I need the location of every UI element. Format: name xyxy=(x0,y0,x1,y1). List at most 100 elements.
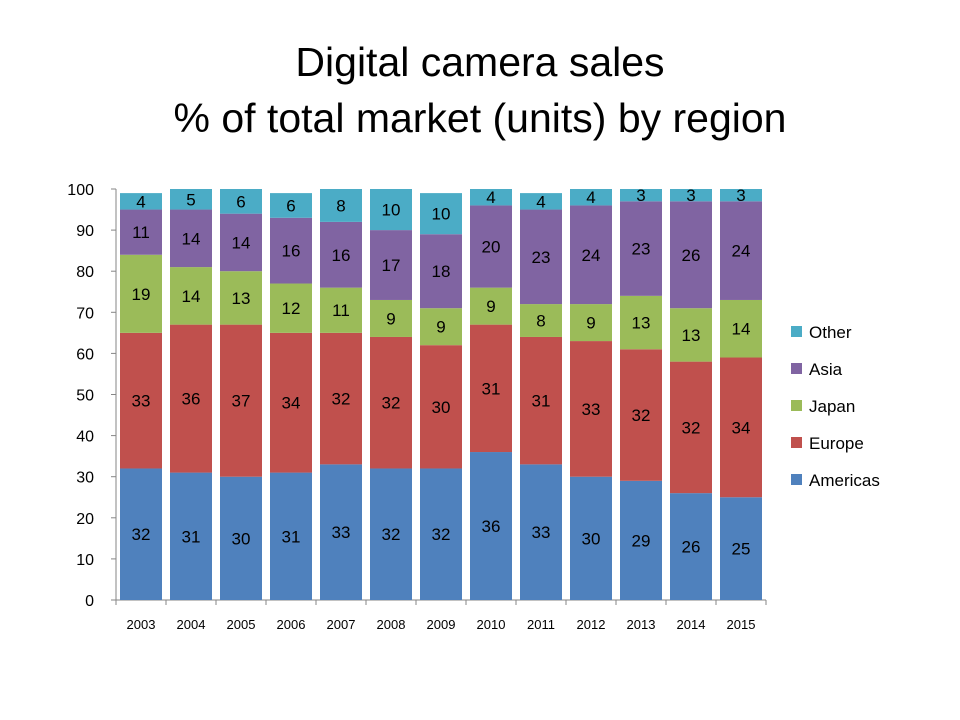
data-label-europe-2010: 31 xyxy=(482,379,501,398)
data-label-europe-2006: 34 xyxy=(282,394,301,413)
bar-segment-americas-2009 xyxy=(420,468,462,600)
bar-segment-americas-2006 xyxy=(270,472,312,600)
bar-segment-asia-2010 xyxy=(470,205,512,288)
legend-swatch-americas xyxy=(791,474,802,485)
bar-segment-americas-2007 xyxy=(320,464,362,600)
bar-segment-other-2008 xyxy=(370,189,412,231)
data-label-asia-2007: 16 xyxy=(332,246,351,265)
y-tick-label: 20 xyxy=(76,511,94,528)
y-tick-label: 0 xyxy=(85,593,94,610)
chart-title-line-2: % of total market (units) by region xyxy=(173,95,787,141)
legend-swatch-other xyxy=(791,326,802,337)
bar-segment-americas-2011 xyxy=(520,464,562,600)
data-label-asia-2015: 24 xyxy=(732,242,751,261)
data-label-americas-2015: 25 xyxy=(732,540,751,559)
data-label-europe-2012: 33 xyxy=(582,400,601,419)
data-label-europe-2008: 32 xyxy=(382,394,401,413)
bar-segment-europe-2015 xyxy=(720,357,762,498)
data-label-asia-2009: 18 xyxy=(432,262,451,281)
data-label-other-2008: 10 xyxy=(382,201,401,220)
data-label-other-2011: 4 xyxy=(536,192,545,211)
bar-segment-other-2006 xyxy=(270,193,312,218)
data-label-americas-2005: 30 xyxy=(232,529,251,548)
legend-label-japan: Japan xyxy=(809,397,855,416)
data-label-americas-2011: 33 xyxy=(532,523,551,542)
bar-segment-other-2007 xyxy=(320,189,362,222)
y-tick-label: 40 xyxy=(76,429,94,446)
bar-segment-other-2009 xyxy=(420,193,462,235)
bar-segment-japan-2005 xyxy=(220,271,262,325)
data-label-other-2009: 10 xyxy=(432,205,451,224)
data-label-asia-2008: 17 xyxy=(382,256,401,275)
data-label-europe-2011: 31 xyxy=(532,392,551,411)
data-label-europe-2014: 32 xyxy=(682,418,701,437)
data-label-other-2013: 3 xyxy=(636,186,645,205)
x-tick-label: 2010 xyxy=(477,617,506,632)
bar-segment-japan-2004 xyxy=(170,267,212,325)
bar-segment-americas-2014 xyxy=(670,493,712,600)
data-label-europe-2003: 33 xyxy=(132,392,151,411)
x-tick-label: 2005 xyxy=(227,617,256,632)
data-label-asia-2005: 14 xyxy=(232,233,251,252)
chart-title: Digital camera sales % of total market (… xyxy=(0,34,960,146)
x-tick-label: 2012 xyxy=(577,617,606,632)
y-tick-label: 50 xyxy=(76,388,94,405)
bar-segment-japan-2007 xyxy=(320,287,362,333)
bar-segment-japan-2015 xyxy=(720,299,762,358)
y-tick-label: 70 xyxy=(76,305,94,322)
bar-segment-europe-2004 xyxy=(170,324,212,473)
bar-segment-other-2012 xyxy=(570,189,612,206)
bar-segment-japan-2009 xyxy=(420,308,462,346)
data-label-other-2012: 4 xyxy=(586,188,595,207)
data-label-other-2006: 6 xyxy=(286,196,295,215)
data-label-japan-2013: 13 xyxy=(632,314,651,333)
bar-segment-other-2005 xyxy=(220,189,262,214)
x-tick-label: 2015 xyxy=(727,617,756,632)
data-label-americas-2014: 26 xyxy=(682,538,701,557)
data-label-americas-2010: 36 xyxy=(482,517,501,536)
bar-segment-asia-2007 xyxy=(320,221,362,288)
data-label-other-2014: 3 xyxy=(686,186,695,205)
data-label-japan-2009: 9 xyxy=(436,318,445,337)
bar-segment-japan-2012 xyxy=(570,304,612,342)
data-label-europe-2004: 36 xyxy=(182,390,201,409)
bar-segment-japan-2006 xyxy=(270,283,312,333)
bar-segment-asia-2012 xyxy=(570,205,612,305)
y-tick-label: 60 xyxy=(76,346,94,363)
plot-area: 0102030405060708090100323319114200331361… xyxy=(67,182,767,632)
x-tick-label: 2013 xyxy=(627,617,656,632)
data-label-other-2007: 8 xyxy=(336,196,345,215)
chart-title-line-1: Digital camera sales xyxy=(295,39,665,85)
legend-swatch-asia xyxy=(791,363,802,374)
legend-label-americas: Americas xyxy=(809,471,880,490)
x-tick-label: 2007 xyxy=(327,617,356,632)
bar-segment-europe-2014 xyxy=(670,361,712,494)
data-label-other-2015: 3 xyxy=(736,186,745,205)
x-tick-label: 2011 xyxy=(527,617,555,632)
data-label-japan-2012: 9 xyxy=(586,314,595,333)
data-label-japan-2014: 13 xyxy=(682,326,701,345)
data-label-japan-2011: 8 xyxy=(536,312,545,331)
y-tick-label: 90 xyxy=(76,223,94,240)
bar-segment-americas-2012 xyxy=(570,476,612,600)
bar-segment-americas-2004 xyxy=(170,472,212,600)
data-label-europe-2013: 32 xyxy=(632,406,651,425)
legend-label-other: Other xyxy=(809,323,852,342)
bar-segment-other-2004 xyxy=(170,189,212,210)
bar-segment-asia-2008 xyxy=(370,230,412,300)
data-label-japan-2007: 11 xyxy=(332,301,350,320)
bar-segment-europe-2005 xyxy=(220,324,262,477)
data-label-japan-2004: 14 xyxy=(182,287,201,306)
data-label-americas-2006: 31 xyxy=(282,527,301,546)
y-tick-label: 10 xyxy=(76,552,94,569)
bar-segment-japan-2010 xyxy=(470,287,512,325)
bar-segment-americas-2010 xyxy=(470,452,512,600)
data-label-asia-2004: 14 xyxy=(182,229,201,248)
data-label-asia-2003: 11 xyxy=(132,223,150,242)
bar-segment-asia-2011 xyxy=(520,209,562,305)
data-label-japan-2005: 13 xyxy=(232,289,251,308)
bar-segment-other-2015 xyxy=(720,189,762,202)
data-label-japan-2015: 14 xyxy=(732,320,751,339)
bar-segment-other-2011 xyxy=(520,193,562,210)
bar-segment-asia-2004 xyxy=(170,209,212,268)
